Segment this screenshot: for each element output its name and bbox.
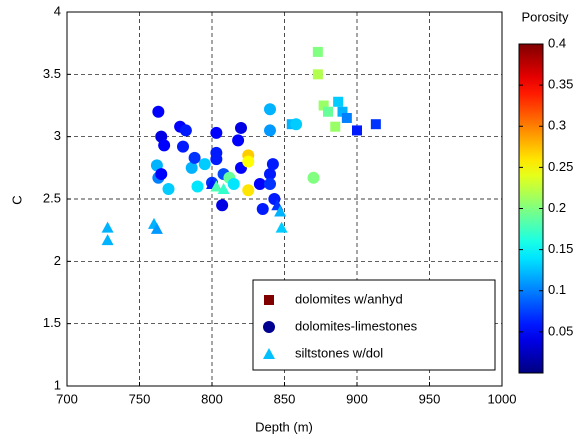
x-tick-label: 700	[56, 391, 78, 406]
y-tick-label: 3	[54, 128, 61, 143]
data-point	[264, 124, 276, 137]
data-point	[191, 180, 204, 193]
x-tick-label: 900	[346, 391, 368, 406]
data-point	[264, 168, 276, 181]
legend-label: dolomites w/anhyd	[295, 291, 403, 306]
x-tick-label: 1000	[488, 391, 517, 406]
x-axis-label: Depth (m)	[255, 419, 313, 434]
x-tick-label: 800	[201, 391, 223, 406]
data-point	[162, 183, 175, 196]
colorbar-label: Porosity	[522, 9, 569, 24]
data-point	[150, 222, 163, 234]
plot-frame	[66, 11, 503, 387]
colorbar-tick-label: 0.15	[548, 241, 573, 256]
data-point	[210, 180, 223, 192]
colorbar-tick-label: 0.05	[548, 323, 573, 338]
legend-label: siltstones w/dol	[295, 345, 383, 360]
data-point	[242, 184, 255, 197]
data-point	[242, 155, 255, 168]
y-tick-label: 1	[54, 377, 61, 392]
data-point	[256, 202, 269, 215]
data-point	[312, 69, 323, 80]
x-tick-label: 850	[274, 391, 296, 406]
data-point	[341, 112, 352, 123]
data-point	[337, 106, 348, 117]
data-point	[158, 139, 171, 152]
data-point	[235, 121, 247, 134]
legend-box	[252, 279, 496, 371]
colorbar-tick-label: 0.25	[548, 159, 573, 174]
data-point	[333, 96, 344, 107]
y-tick-label: 2.5	[43, 190, 61, 205]
data-point	[179, 124, 192, 137]
data-point	[101, 221, 114, 233]
legend-marker	[263, 348, 275, 359]
data-point	[352, 125, 362, 136]
data-point	[177, 140, 189, 153]
colorbar-tick-label: 0.35	[548, 77, 573, 92]
data-point	[101, 234, 114, 246]
y-tick-label: 4	[54, 3, 61, 18]
data-point	[216, 199, 229, 212]
data-point	[227, 178, 240, 191]
data-point	[185, 161, 198, 174]
data-point	[312, 46, 323, 57]
data-point	[330, 121, 341, 132]
data-point	[210, 126, 223, 139]
data-point	[155, 168, 168, 181]
data-point	[370, 119, 381, 130]
y-tick-label: 1.5	[43, 315, 61, 330]
data-point	[323, 106, 333, 117]
colorbar-tick-label: 0.4	[548, 35, 566, 50]
data-point	[210, 153, 223, 166]
data-point	[274, 205, 287, 217]
x-tick-label: 950	[419, 391, 441, 406]
data-point	[232, 134, 245, 147]
data-point	[217, 183, 230, 195]
data-point	[188, 151, 201, 164]
y-tick-label: 2	[54, 253, 61, 268]
data-point	[253, 178, 266, 191]
y-tick-label: 3.5	[43, 66, 61, 81]
data-point	[152, 105, 165, 118]
x-tick-label: 750	[129, 391, 151, 406]
data-point	[290, 118, 303, 131]
legend-label: dolomites-limestones	[295, 318, 418, 333]
data-point	[275, 221, 288, 233]
data-point	[264, 103, 276, 116]
data-point	[318, 100, 329, 111]
y-axis-label: C	[9, 195, 24, 204]
legend-marker	[263, 321, 275, 333]
colorbar-tick-label: 0.2	[548, 200, 566, 215]
legend-marker	[264, 295, 274, 305]
data-point	[307, 171, 320, 184]
data-point	[264, 178, 276, 191]
colorbar-tick-label: 0.1	[548, 282, 566, 297]
data-point	[198, 158, 211, 171]
data-point	[266, 158, 279, 171]
colorbar-tick-label: 0.3	[548, 118, 566, 133]
